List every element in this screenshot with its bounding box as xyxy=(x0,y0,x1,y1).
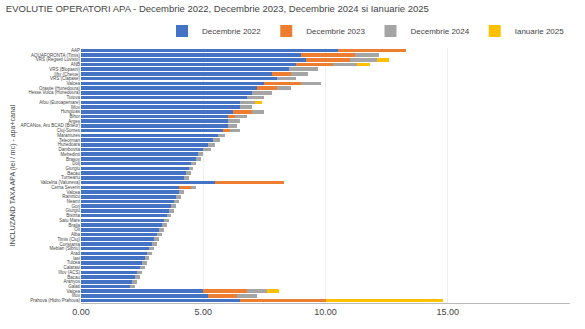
svg-text:Teleorman: Teleorman xyxy=(59,138,81,143)
svg-text:Bistrita: Bistrita xyxy=(66,213,80,218)
svg-text:Iasi: Iasi xyxy=(73,256,80,261)
svg-text:Dolj: Dolj xyxy=(72,161,80,166)
svg-text:Tutova: Tutova xyxy=(66,95,80,100)
svg-text:Hungtoas: Hungtoas xyxy=(61,109,81,114)
svg-text:Neamt: Neamt xyxy=(67,199,81,204)
svg-text:VRS (Blopasni): VRS (Blopasni) xyxy=(49,67,80,72)
svg-text:Bacau: Bacau xyxy=(67,275,80,280)
svg-text:Ilfov (ACS): Ilfov (ACS) xyxy=(58,270,80,275)
svg-text:Bacau: Bacau xyxy=(67,171,80,176)
svg-text:Braila: Braila xyxy=(68,223,80,228)
svg-text:Alba: Alba xyxy=(71,232,81,237)
svg-text:15.00: 15.00 xyxy=(436,307,459,317)
svg-text:Olt: Olt xyxy=(74,227,81,232)
svg-text:Valcea: Valcea xyxy=(67,81,81,86)
svg-text:APCANos, Aro BCAD (Brieur): APCANos, Aro BCAD (Brieur) xyxy=(20,123,80,128)
svg-text:Prahova (Hidro Prahova): Prahova (Hidro Prahova) xyxy=(30,298,80,303)
svg-text:Cerna Severin: Cerna Severin xyxy=(51,185,80,190)
svg-text:Arges: Arges xyxy=(68,119,81,124)
svg-text:Mebian (Sibriu): Mebian (Sibriu) xyxy=(49,246,80,251)
svg-text:Tulcea: Tulcea xyxy=(67,260,81,265)
svg-text:AQUAFORONTA (Timis): AQUAFORONTA (Timis) xyxy=(31,53,80,58)
svg-text:Satu Mare: Satu Mare xyxy=(59,218,80,223)
svg-text:Iifty (Chetue): Iifty (Chetue) xyxy=(54,72,80,77)
svg-text:Calarasi: Calarasi xyxy=(63,265,80,270)
svg-text:Hesse Vulca (Hunedoura): Hesse Vulca (Hunedoura) xyxy=(28,90,80,95)
svg-text:Bihor: Bihor xyxy=(69,114,80,119)
svg-text:Valcea: Valcea xyxy=(67,190,81,195)
svg-text:VRS (Clapase): VRS (Clapase) xyxy=(50,76,81,81)
svg-text:Valcea: Valcea xyxy=(67,289,81,294)
svg-text:ANB: ANB xyxy=(71,62,80,67)
svg-text:Giurgiu: Giurgiu xyxy=(65,208,80,213)
svg-text:10.00: 10.00 xyxy=(314,307,337,317)
svg-text:Ianuarie 2025: Ianuarie 2025 xyxy=(515,27,564,36)
svg-text:0.00: 0.00 xyxy=(72,307,90,317)
svg-text:Ilifov: Ilifov xyxy=(71,105,81,110)
svg-text:Constanta: Constanta xyxy=(59,242,80,247)
svg-text:Ilfov: Ilfov xyxy=(72,293,81,298)
svg-text:5.00: 5.00 xyxy=(194,307,212,317)
svg-text:Hunedoara: Hunedoara xyxy=(58,142,81,147)
svg-text:Valcelna (Valuneva): Valcelna (Valuneva) xyxy=(40,180,80,185)
svg-text:AAP: AAP xyxy=(71,48,80,53)
svg-text:Galati: Galati xyxy=(68,284,80,289)
svg-text:Dambovita: Dambovita xyxy=(58,147,80,152)
svg-text:Afou (Euroapemare): Afou (Euroapemare) xyxy=(39,100,80,105)
svg-text:EVOLUTIE OPERATORI APA - Decem: EVOLUTIE OPERATORI APA - Decembrie 2022,… xyxy=(6,3,429,14)
svg-text:Turneanu: Turneanu xyxy=(61,175,81,180)
svg-text:Decembrie 2023: Decembrie 2023 xyxy=(306,27,365,36)
svg-text:Giurgiu: Giurgiu xyxy=(65,166,80,171)
svg-text:Aranyos: Aranyos xyxy=(63,279,80,284)
svg-text:Maramures: Maramures xyxy=(57,133,81,138)
svg-text:Cluj-Somes: Cluj-Somes xyxy=(57,128,81,133)
svg-text:Ramnicu: Ramnicu xyxy=(62,194,80,199)
svg-text:Brasov: Brasov xyxy=(66,157,81,162)
svg-text:Arad: Arad xyxy=(70,251,80,256)
svg-text:Mehedinti: Mehedinti xyxy=(60,152,80,157)
svg-text:Decembrie 2024: Decembrie 2024 xyxy=(411,27,470,36)
svg-text:Orastie (Hunedoura): Orastie (Hunedoura) xyxy=(39,86,81,91)
svg-text:Decembrie 2022: Decembrie 2022 xyxy=(202,27,261,36)
svg-text:VRS (Regseti Luvisto): VRS (Regseti Luvisto) xyxy=(36,57,81,62)
svg-text:Gorj: Gorj xyxy=(71,204,80,209)
svg-text:INCLUZAND TAXA APA (lei / mc): INCLUZAND TAXA APA (lei / mc) - apa+cana… xyxy=(9,104,17,246)
svg-text:Timis (Cluj): Timis (Cluj) xyxy=(57,237,80,242)
